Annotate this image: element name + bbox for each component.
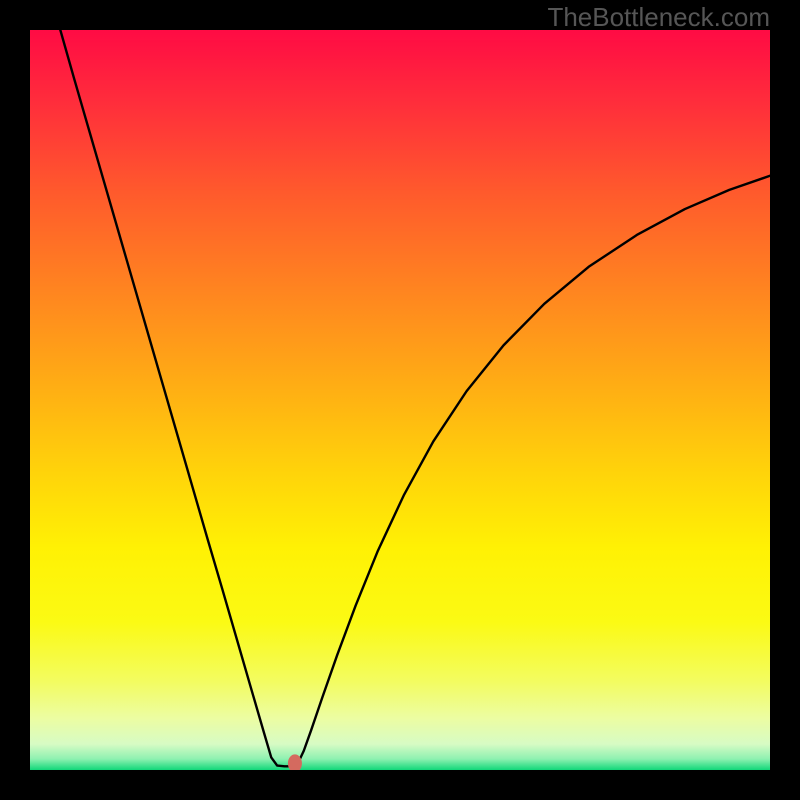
watermark-text: TheBottleneck.com xyxy=(547,2,770,33)
chart-frame xyxy=(0,0,800,800)
chart-svg xyxy=(30,30,770,770)
gradient-background xyxy=(30,30,770,770)
plot-area xyxy=(30,30,770,770)
